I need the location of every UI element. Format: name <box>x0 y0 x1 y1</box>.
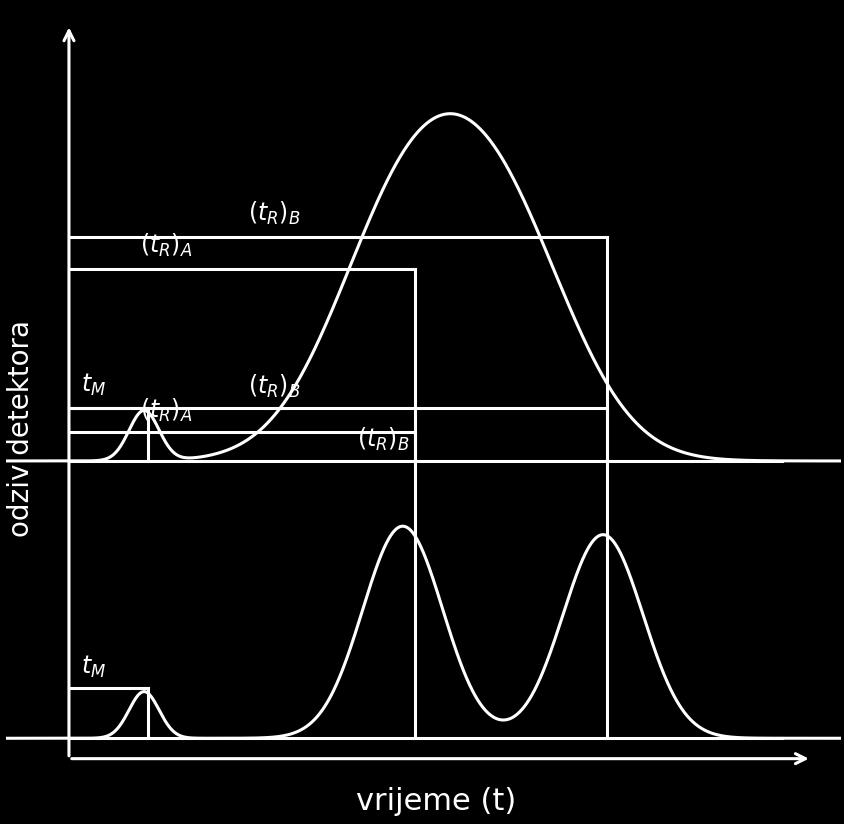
Text: odziv detektora: odziv detektora <box>8 320 35 536</box>
Text: $t_M$: $t_M$ <box>81 653 106 680</box>
Text: $(t_R)_B$: $(t_R)_B$ <box>356 425 408 452</box>
Text: $(t_R)_B$: $(t_R)_B$ <box>248 372 300 400</box>
Text: $(t_R)_B$: $(t_R)_B$ <box>248 199 300 227</box>
Text: $(t_R)_A$: $(t_R)_A$ <box>140 397 192 424</box>
Text: $t_M$: $t_M$ <box>81 372 106 398</box>
Text: $(t_R)_A$: $(t_R)_A$ <box>140 232 192 260</box>
Text: vrijeme (t): vrijeme (t) <box>355 787 516 816</box>
